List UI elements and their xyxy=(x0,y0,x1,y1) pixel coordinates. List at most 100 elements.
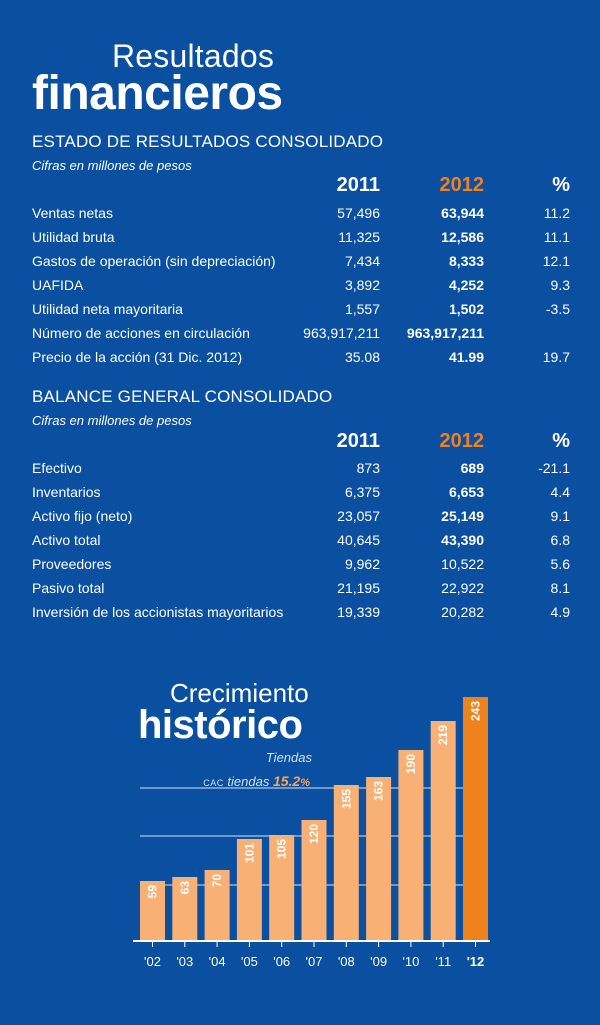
value-2012: 963,917,211 xyxy=(406,325,484,341)
balance-table: Efectivo 873 689 -21.1 Inventarios 6,375 6,653… xyxy=(32,456,572,624)
row-label: Efectivo xyxy=(32,460,82,476)
bar-10 xyxy=(398,750,424,940)
value-pct: 11.2 xyxy=(543,205,570,221)
balance-header-2012: 2012 xyxy=(439,430,485,452)
table-row: Número de acciones en circulación 963,917… xyxy=(32,321,572,345)
table-row: Efectivo 873 689 -21.1 xyxy=(32,456,572,480)
chart-title-line1: Crecimiento xyxy=(170,678,309,708)
value-2011: 963,917,211 xyxy=(303,325,380,341)
bar-06 xyxy=(269,835,295,940)
value-pct: 19.7 xyxy=(542,349,570,365)
x-tick-label: '04 xyxy=(209,954,226,969)
value-2012: 41.99 xyxy=(448,349,484,365)
income-table: Ventas netas 57,496 63,944 11.2 Utilidad bru… xyxy=(32,201,572,369)
income-section-title: ESTADO DE RESULTADOS CONSOLIDADO xyxy=(32,132,384,151)
x-tick-label: '08 xyxy=(338,954,355,969)
row-label: Activo fijo (neto) xyxy=(32,508,133,524)
bar-05 xyxy=(236,839,262,940)
bar-04 xyxy=(204,870,230,940)
row-label: Ventas netas xyxy=(32,205,113,221)
table-row: Utilidad bruta 11,325 12,586 11.1 xyxy=(32,225,572,249)
balance-header-2011: 2011 xyxy=(336,430,380,452)
income-header-2011: 2011 xyxy=(336,174,380,196)
value-2012: 63,944 xyxy=(441,205,484,221)
bar-value-label: 243 xyxy=(469,701,483,721)
x-tick-label: '07 xyxy=(306,954,323,969)
x-tick-label: '10 xyxy=(402,954,419,969)
table-row: UAFIDA 3,892 4,252 9.3 xyxy=(32,273,572,297)
bar-09 xyxy=(366,777,392,940)
value-pct: 8.1 xyxy=(550,580,570,596)
bar-12 xyxy=(463,697,488,940)
value-2011: 3,892 xyxy=(344,277,380,293)
x-tick-label: '12 xyxy=(467,954,485,969)
value-2012: 6,653 xyxy=(448,484,484,500)
bar-03 xyxy=(172,877,198,940)
value-2011: 35.08 xyxy=(344,349,380,365)
value-2012: 689 xyxy=(460,460,484,476)
row-label: Gastos de operación (sin depreciación) xyxy=(32,253,276,269)
value-2011: 7,434 xyxy=(344,253,380,269)
table-row: Precio de la acción (31 Dic. 2012) 35.08 4… xyxy=(32,345,572,369)
cagr-unit: % xyxy=(300,777,310,789)
value-2012: 12,586 xyxy=(441,229,484,245)
income-section-subtitle: Cifras en millones de pesos xyxy=(32,158,192,173)
value-2012: 8,333 xyxy=(448,253,484,269)
page-title-line1: Resultados xyxy=(112,38,275,74)
row-label: Inventarios xyxy=(32,484,101,500)
row-label: UAFIDA xyxy=(32,277,84,293)
value-pct: 11.1 xyxy=(543,229,570,245)
row-label: Utilidad neta mayoritaria xyxy=(32,301,183,317)
row-label: Proveedores xyxy=(32,556,112,572)
value-2012: 20,282 xyxy=(441,604,484,620)
value-2012: 43,390 xyxy=(441,532,484,548)
x-tick-label: '06 xyxy=(273,954,290,969)
income-header-row: 2011 2012 % xyxy=(32,174,572,200)
balance-header-pct: % xyxy=(552,430,570,452)
row-label: Utilidad bruta xyxy=(32,229,115,245)
x-tick-label: '05 xyxy=(241,954,258,969)
value-2011: 1,557 xyxy=(344,301,380,317)
cagr-value: 15.2 xyxy=(272,773,301,789)
bar-value-label: 70 xyxy=(210,874,224,888)
table-row: Inventarios 6,375 6,653 4.4 xyxy=(32,480,572,504)
value-2011: 873 xyxy=(356,460,380,476)
value-pct: -3.5 xyxy=(545,301,570,317)
table-row: Gastos de operación (sin depreciación) 7,… xyxy=(32,249,572,273)
table-row: Ventas netas 57,496 63,944 11.2 xyxy=(32,201,572,225)
value-pct: 5.6 xyxy=(550,556,570,572)
value-pct: 4.9 xyxy=(550,604,570,620)
value-pct: 6.8 xyxy=(550,532,570,548)
value-2012: 22,922 xyxy=(441,580,484,596)
chart-cagr: CAC tiendas 15.2% xyxy=(203,773,310,789)
bar-value-label: 190 xyxy=(404,754,418,774)
bar-value-label: 219 xyxy=(436,725,450,745)
bar-value-label: 155 xyxy=(339,789,353,809)
balance-section-subtitle: Cifras en millones de pesos xyxy=(32,413,192,428)
bar-08 xyxy=(333,785,359,940)
income-header-2012: 2012 xyxy=(439,174,485,196)
x-tick-label: '11 xyxy=(435,954,451,969)
row-label: Activo total xyxy=(32,532,101,548)
bar-02 xyxy=(140,881,165,940)
chart-title-line2: histórico xyxy=(138,703,303,747)
table-row: Activo total 40,645 43,390 6.8 xyxy=(32,528,572,552)
value-2011: 6,375 xyxy=(344,484,380,500)
bar-value-label: 163 xyxy=(372,781,386,801)
value-2011: 57,496 xyxy=(337,205,380,221)
table-row: Activo fijo (neto) 23,057 25,149 9.1 xyxy=(32,504,572,528)
x-tick-label: '03 xyxy=(176,954,193,969)
table-row: Inversión de los accionistas mayoritario… xyxy=(32,600,572,624)
value-pct: -21.1 xyxy=(538,460,570,476)
cagr-prefix: CAC xyxy=(203,778,224,788)
balance-header-row: 2011 2012 % xyxy=(32,430,572,456)
bar-11 xyxy=(430,721,456,940)
value-2012: 4,252 xyxy=(448,277,484,293)
bar-value-label: 101 xyxy=(242,843,256,863)
value-2012: 25,149 xyxy=(441,508,484,524)
value-2011: 9,962 xyxy=(344,556,380,572)
row-label: Pasivo total xyxy=(32,580,105,596)
value-pct: 12.1 xyxy=(542,253,570,269)
value-pct: 9.3 xyxy=(550,277,570,293)
